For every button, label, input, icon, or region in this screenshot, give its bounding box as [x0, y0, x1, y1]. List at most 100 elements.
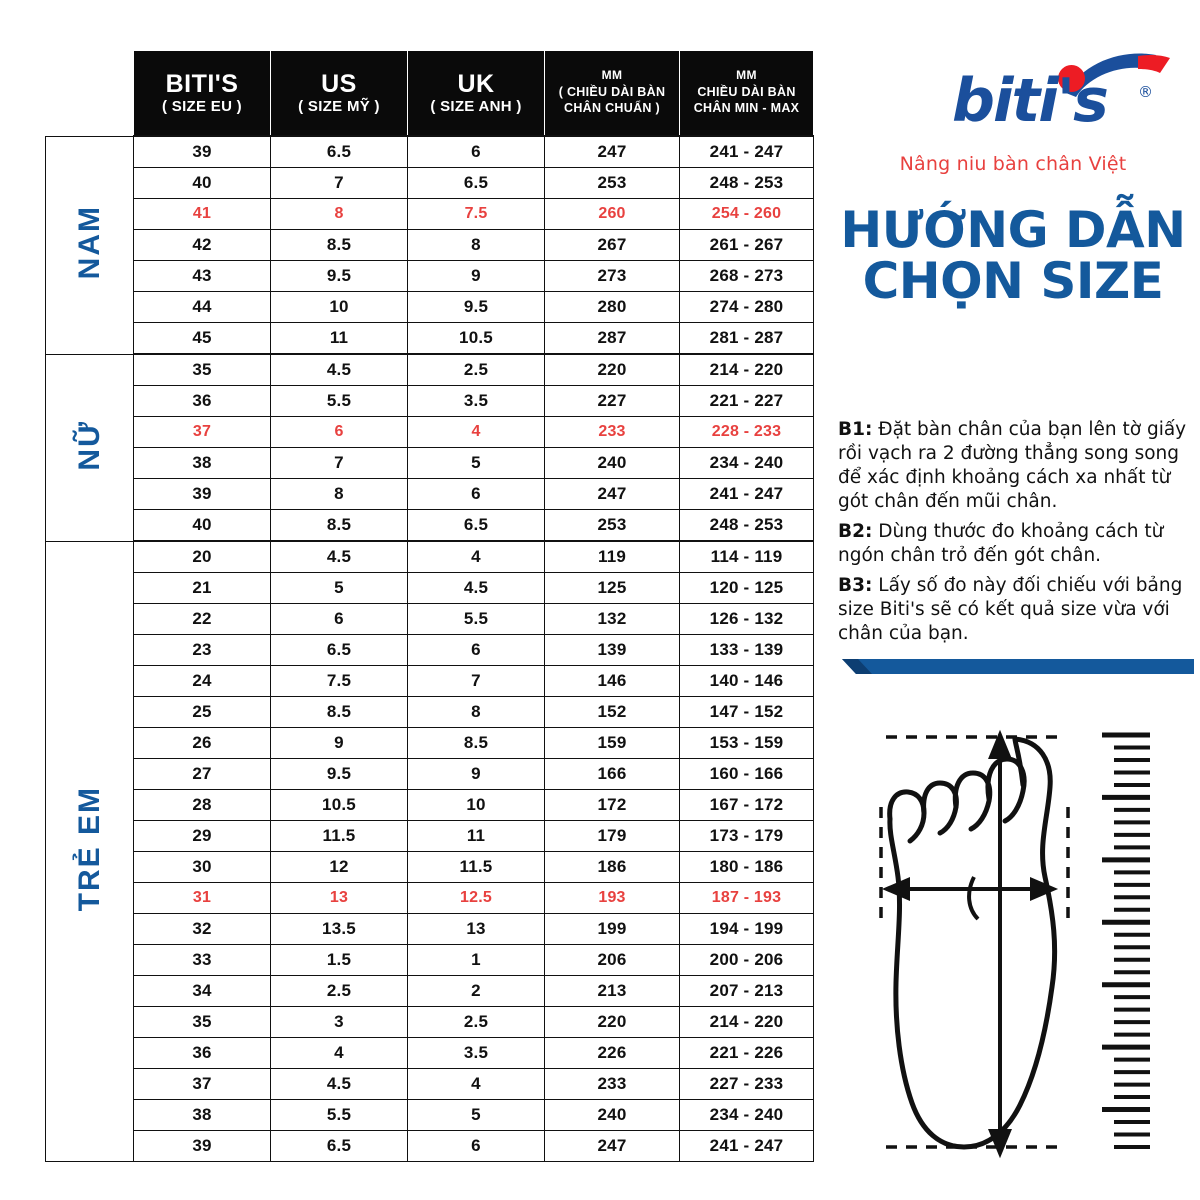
table-header: BITI'S ( SIZE EU ) US ( SIZE MỸ ) UK ( S…	[46, 50, 814, 137]
cell-us: 2.5	[270, 975, 408, 1007]
column-header-eu-sub: ( SIZE EU )	[162, 97, 242, 115]
table-row: 39 6.5 6 247 241 - 247	[46, 1130, 814, 1162]
cell-eu: 29	[133, 820, 271, 852]
cell-uk: 6	[407, 135, 545, 168]
cell-mm: 119	[544, 540, 680, 573]
cell-mm: 125	[544, 572, 680, 604]
cell-eu: 38	[133, 1099, 271, 1131]
cell-uk: 2	[407, 975, 545, 1007]
table-row: 33 1.5 1 206 200 - 206	[46, 944, 814, 976]
cell-us: 13.5	[270, 913, 408, 945]
cell-minmax: 187 - 193	[679, 882, 814, 914]
cell-eu: 23	[133, 634, 271, 666]
table-row: 43 9.5 9 273 268 - 273	[46, 260, 814, 292]
cell-us: 6	[270, 416, 408, 448]
column-header-minmax: MM CHIỀU DÀI BÀN CHÂN MIN - MAX	[679, 50, 814, 137]
cell-us: 11.5	[270, 820, 408, 852]
cell-mm: 240	[544, 447, 680, 479]
cell-eu: 44	[133, 291, 271, 323]
step-label: B1:	[838, 419, 873, 440]
column-header-mm-sub: ( CHIỀU DÀI BÀN CHÂN CHUẨN )	[558, 85, 666, 115]
cell-us: 4.5	[270, 1068, 408, 1100]
cell-uk: 4	[407, 1068, 545, 1100]
cell-uk: 4.5	[407, 572, 545, 604]
cell-us: 13	[270, 882, 408, 914]
cell-uk: 4	[407, 416, 545, 448]
cell-mm: 233	[544, 1068, 680, 1100]
instruction-step: B3: Lấy số đo này đối chiếu với bảng siz…	[838, 574, 1190, 646]
cell-eu: 21	[133, 572, 271, 604]
page-title: HƯỚNG DẪN CHỌN SIZE	[830, 205, 1196, 307]
cell-uk: 8	[407, 229, 545, 261]
table-row: 35 3 2.5 220 214 - 220	[46, 1006, 814, 1038]
cell-eu: 42	[133, 229, 271, 261]
column-header-minmax-main: MM	[736, 68, 757, 83]
cell-uk: 2.5	[407, 1006, 545, 1038]
cell-mm: 132	[544, 603, 680, 635]
cell-minmax: 261 - 267	[679, 229, 814, 261]
table-row: 22 6 5.5 132 126 - 132	[46, 603, 814, 635]
step-label: B3:	[838, 575, 873, 597]
table-row: 44 10 9.5 280 274 - 280	[46, 291, 814, 323]
cell-mm: 253	[544, 509, 680, 542]
cell-us: 5	[270, 572, 408, 604]
cell-uk: 6	[407, 1130, 545, 1162]
page-title-line2: CHỌN SIZE	[862, 252, 1164, 310]
cell-mm: 220	[544, 1006, 680, 1038]
table-row: 32 13.5 13 199 194 - 199	[46, 913, 814, 945]
cell-eu: 43	[133, 260, 271, 292]
cell-uk: 3.5	[407, 385, 545, 417]
cell-uk: 6	[407, 634, 545, 666]
table-row: 24 7.5 7 146 140 - 146	[46, 665, 814, 697]
cell-eu: 39	[133, 1130, 271, 1162]
cell-us: 4.5	[270, 540, 408, 573]
cell-us: 9	[270, 727, 408, 759]
cell-eu: 20	[133, 540, 271, 573]
instruction-steps: B1: Đặt bàn chân của bạn lên tờ giấy rồi…	[838, 418, 1190, 652]
cell-us: 7.5	[270, 665, 408, 697]
blue-divider	[842, 659, 1194, 674]
table-row: 25 8.5 8 152 147 - 152	[46, 696, 814, 728]
cell-uk: 10.5	[407, 322, 545, 355]
table-row: 40 7 6.5 253 248 - 253	[46, 167, 814, 199]
cell-eu: 40	[133, 167, 271, 199]
cell-us: 10.5	[270, 789, 408, 821]
cell-uk: 10	[407, 789, 545, 821]
cell-us: 5.5	[270, 385, 408, 417]
table-row: 23 6.5 6 139 133 - 139	[46, 634, 814, 666]
logo-wordmark: biti's	[952, 66, 1109, 136]
cell-us: 8	[270, 478, 408, 510]
cell-eu: 35	[133, 353, 271, 386]
column-header-uk: UK ( SIZE ANH )	[407, 50, 545, 137]
cell-mm: 287	[544, 322, 680, 355]
cell-eu: 30	[133, 851, 271, 883]
cell-mm: 193	[544, 882, 680, 914]
cell-minmax: 147 - 152	[679, 696, 814, 728]
column-header-uk-main: UK	[457, 69, 495, 98]
cell-minmax: 268 - 273	[679, 260, 814, 292]
cell-eu: 31	[133, 882, 271, 914]
cell-mm: 213	[544, 975, 680, 1007]
cell-uk: 8.5	[407, 727, 545, 759]
cell-us: 6.5	[270, 634, 408, 666]
cell-mm: 220	[544, 353, 680, 386]
column-header-eu: BITI'S ( SIZE EU )	[133, 50, 271, 137]
cell-mm: 240	[544, 1099, 680, 1131]
cell-uk: 4	[407, 540, 545, 573]
cell-uk: 9.5	[407, 291, 545, 323]
group-label-cell: NAM	[45, 135, 134, 355]
table-row: 26 9 8.5 159 153 - 159	[46, 727, 814, 759]
logo-dot-icon	[1058, 65, 1085, 92]
size-chart-table: BITI'S ( SIZE EU ) US ( SIZE MỸ ) UK ( S…	[45, 50, 814, 1162]
table-row: NỮ 35 4.5 2.5 220 214 - 220	[45, 353, 814, 542]
length-arrow	[988, 729, 1012, 1159]
size-table-container: BITI'S ( SIZE EU ) US ( SIZE MỸ ) UK ( S…	[45, 50, 814, 1162]
group-label-cell: NỮ	[45, 353, 134, 542]
cell-minmax: 180 - 186	[679, 851, 814, 883]
cell-minmax: 228 - 233	[679, 416, 814, 448]
cell-mm: 166	[544, 758, 680, 790]
group-label: NAM	[72, 205, 106, 280]
cell-uk: 6	[407, 478, 545, 510]
cell-minmax: 248 - 253	[679, 167, 814, 199]
cell-mm: 199	[544, 913, 680, 945]
